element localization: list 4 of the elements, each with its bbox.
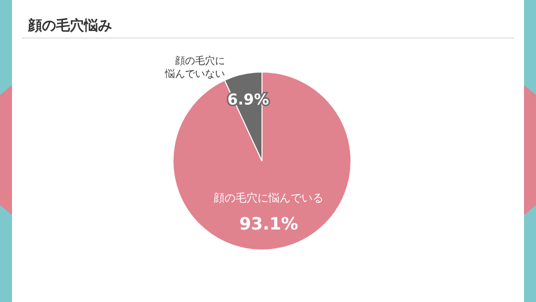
slice-label: 顔の毛穴に悩んでいる bbox=[214, 191, 324, 204]
slice-label: 顔の毛穴に悩んでいない bbox=[164, 55, 225, 80]
chart-title: 顔の毛穴悩み bbox=[27, 17, 112, 34]
data-label: 93.1% bbox=[239, 214, 298, 234]
